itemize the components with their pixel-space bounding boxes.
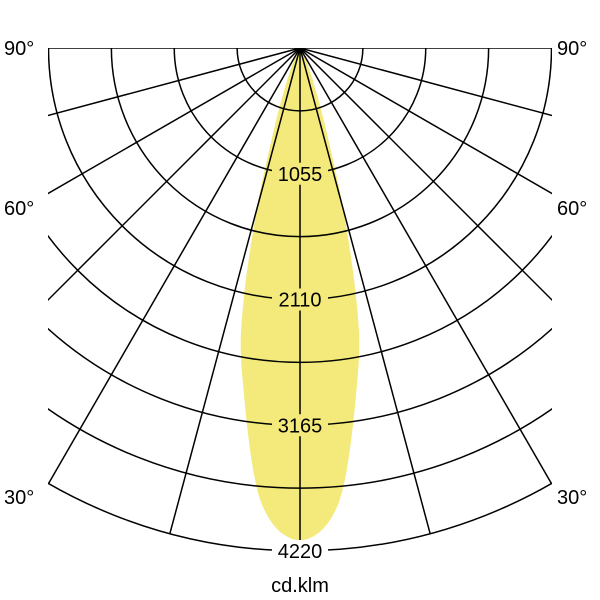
radial-label-bg <box>272 288 328 311</box>
radial-label-1055: 1055 <box>278 164 323 186</box>
radial-label-4220: 4220 <box>278 541 323 563</box>
grid-radial-line <box>299 48 552 117</box>
grid-radial-line <box>299 48 431 535</box>
angle-label-left-30: 30° <box>4 487 34 509</box>
grid-radial-line <box>48 48 301 195</box>
label-layer: 90° 60° 30° 90° 60° 30° cd.klm 1055 2110 3… <box>4 38 587 597</box>
radial-label-bg <box>272 414 328 437</box>
grid-radial-line <box>299 48 552 302</box>
angle-label-right-90: 90° <box>557 38 587 60</box>
grid-radial-line <box>299 48 552 195</box>
grid-radial-line <box>299 48 552 484</box>
angle-label-right-60: 60° <box>557 198 587 220</box>
angle-label-left-90: 90° <box>4 38 34 60</box>
radial-label-2110: 2110 <box>278 290 321 312</box>
radial-label-3165: 3165 <box>278 415 323 437</box>
grid-radial-line <box>48 48 301 302</box>
unit-label: cd.klm <box>271 575 329 597</box>
grid-radial-line <box>169 48 301 535</box>
radial-label-bg <box>272 540 328 562</box>
angle-label-left-60: 60° <box>4 198 34 220</box>
radial-label-bg <box>272 162 328 185</box>
angle-label-right-30: 30° <box>557 487 587 509</box>
grid-radial-line <box>48 48 301 117</box>
grid-radial-line <box>48 48 301 484</box>
